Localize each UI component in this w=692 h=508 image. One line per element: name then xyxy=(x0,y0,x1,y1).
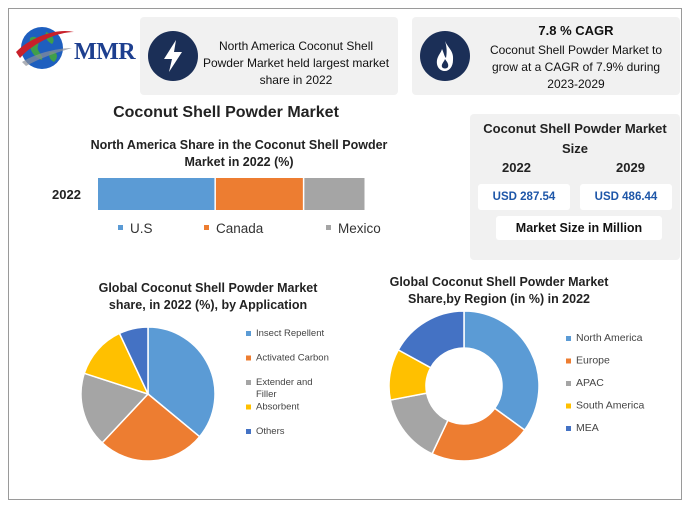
pie-legend-swatch xyxy=(246,355,251,361)
bar-category-label: 2022 xyxy=(52,187,81,202)
bar-segment-us xyxy=(98,178,215,210)
donut-legend-label: North America xyxy=(576,332,643,344)
cagr-card: 7.8 % CAGR Coconut Shell Powder Market t… xyxy=(412,17,680,95)
donut-legend-swatch xyxy=(566,403,571,409)
pie-legend-label: Others xyxy=(256,426,285,437)
market-size-year-a: 2022 xyxy=(502,160,531,175)
donut-legend-label: APAC xyxy=(576,377,604,389)
donut-slice-5 xyxy=(397,310,465,369)
donut-chart: North America Europe APAC South America MEA xyxy=(388,310,644,462)
cagr-text: Coconut Shell Powder Market to grow at a… xyxy=(489,43,663,91)
pie-slice-5 xyxy=(118,326,149,395)
bar-legend-label: Canada xyxy=(216,221,264,236)
flame-icon xyxy=(436,41,454,71)
market-size-year-b: 2029 xyxy=(616,160,645,175)
pie-slice-2 xyxy=(101,392,201,462)
market-size-unit: Market Size in Million xyxy=(496,216,662,240)
donut-legend-swatch xyxy=(566,426,571,431)
donut-chart-title: Global Coconut Shell Powder Market Share… xyxy=(389,275,609,306)
pie-legend-label: Absorbent xyxy=(256,402,300,413)
donut-legend-swatch xyxy=(566,381,571,386)
pie-legend-swatch xyxy=(246,380,251,385)
pie-chart-title: Global Coconut Shell Powder Market share… xyxy=(98,281,318,312)
brand-name: MMR xyxy=(74,39,136,65)
pie-legend-label: Activated Carbon xyxy=(256,353,329,364)
bar-segment-canada xyxy=(215,178,303,210)
highlight-text: North America Coconut Shell Powder Marke… xyxy=(202,39,390,87)
pie-legend-swatch xyxy=(246,429,251,434)
market-size-value-b: USD 486.44 xyxy=(580,184,672,210)
bar-legend-label: U.S xyxy=(130,221,153,236)
cagr-title: 7.8 % CAGR xyxy=(538,23,614,38)
highlight-card: North America Coconut Shell Powder Marke… xyxy=(140,17,398,95)
donut-legend-swatch xyxy=(566,336,571,341)
pie-slice-4 xyxy=(83,332,150,396)
pie-legend-label: Extender and Filler xyxy=(256,377,313,400)
lightning-badge xyxy=(148,31,198,81)
donut-legend-label: South America xyxy=(576,400,644,412)
pie-slice-3 xyxy=(80,372,150,444)
bar-chart-title: North America Share in the Coconut Shell… xyxy=(90,138,388,169)
market-size-value-a: USD 287.54 xyxy=(478,184,570,210)
page-title: Coconut Shell Powder Market xyxy=(113,104,339,121)
pie-chart: Insect Repellent Activated Carbon Extender… xyxy=(80,326,329,462)
brand-logo: MMR xyxy=(14,18,136,78)
pie-slice-1 xyxy=(147,326,216,438)
pie-legend-label: Insect Repellent xyxy=(256,328,324,339)
donut-legend-swatch xyxy=(566,358,571,364)
bar-legend-swatch xyxy=(118,225,123,230)
pie-legend-swatch xyxy=(246,404,251,410)
globe-icon xyxy=(16,27,74,69)
market-size-title: Coconut Shell Powder Market Size xyxy=(483,121,667,156)
bar-legend-swatch xyxy=(204,225,209,230)
bar-chart: 2022 U.S Canada Mexico xyxy=(52,178,381,236)
market-size-card: Coconut Shell Powder Market Size 2022 20… xyxy=(470,114,680,260)
flame-badge xyxy=(420,31,470,81)
donut-slice-1 xyxy=(463,310,540,432)
bar-segment-mexico xyxy=(304,178,365,210)
lightning-icon xyxy=(164,40,182,72)
donut-legend-label: MEA xyxy=(576,422,599,434)
bar-legend-swatch xyxy=(326,225,331,230)
bar-legend-label: Mexico xyxy=(338,221,381,236)
infographic-frame xyxy=(8,8,682,500)
donut-legend-label: Europe xyxy=(576,355,610,367)
pie-legend-swatch xyxy=(246,331,251,336)
